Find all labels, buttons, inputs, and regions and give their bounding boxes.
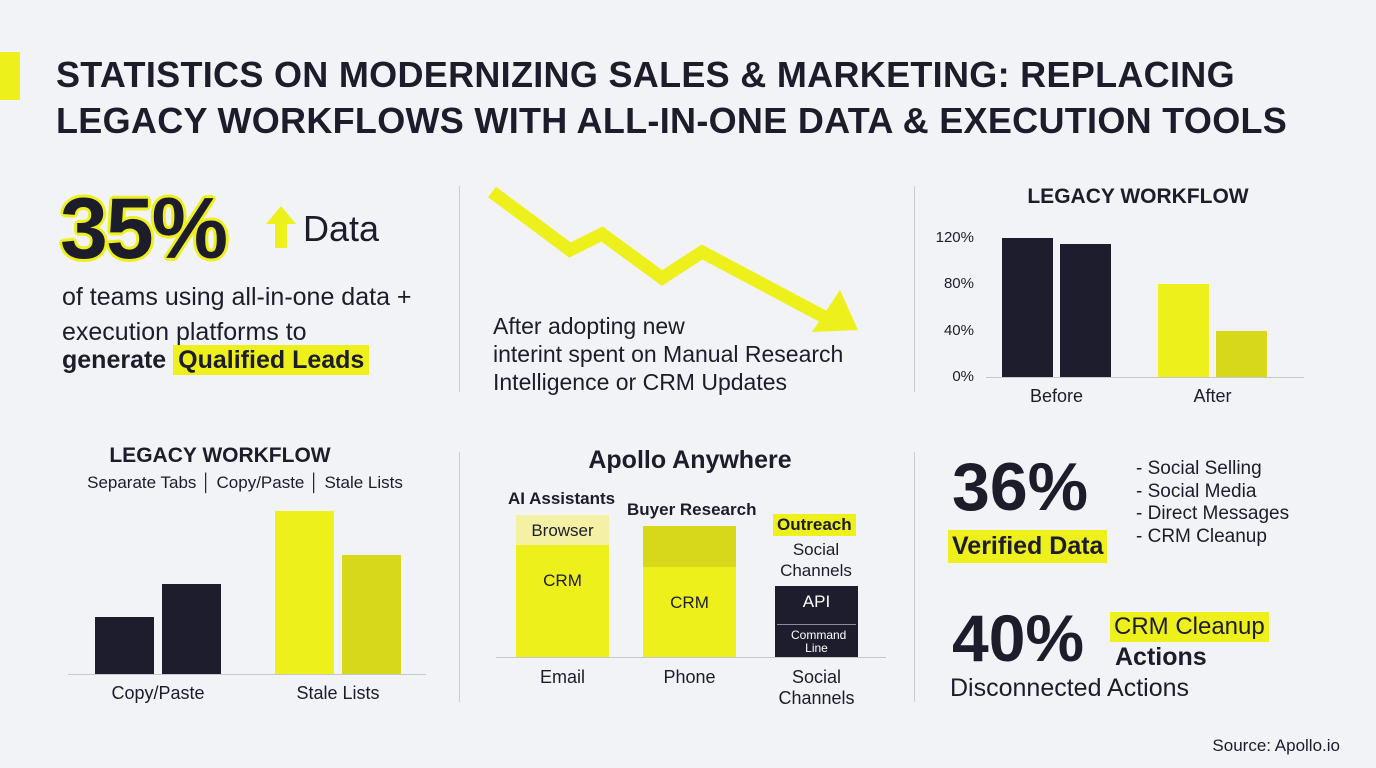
- chart-1-bar: [1158, 284, 1209, 377]
- chart-3-title: Apollo Anywhere: [588, 446, 792, 474]
- divider-top-1: [459, 186, 460, 392]
- chart-3-extra-label-1: Social: [792, 540, 840, 559]
- chart-2-xaxis-line: [68, 674, 426, 675]
- stat-35-description: of teams using all-in-one data + executi…: [62, 283, 412, 346]
- chart-3-stack-segment: Command Line: [775, 624, 858, 657]
- chart-2-bar: [342, 555, 401, 674]
- chart-2-category-label: Stale Lists: [296, 683, 380, 703]
- qualified-leads-highlight: Qualified Leads: [173, 345, 370, 375]
- chart-2-bar: [275, 511, 334, 674]
- chart-3-header-ai: AI Assistants: [508, 489, 616, 508]
- stat-36-value: 36%: [952, 449, 1089, 525]
- stat-35-bold-prefix: generate: [62, 346, 167, 374]
- chart-2-category-label: Copy/Paste: [111, 683, 205, 703]
- chart-3-segment-label: Browser: [531, 521, 594, 540]
- arrow-up-icon: [266, 206, 296, 248]
- chart-3-header-buyer: Buyer Research: [627, 500, 757, 519]
- chart-1-category-label: After: [1193, 386, 1232, 406]
- crm-cleanup-highlight: CRM Cleanup: [1110, 612, 1269, 642]
- stat-36-bullets: - Social Selling - Social Media - Direct…: [1136, 458, 1289, 548]
- chart-legacy-tools: LEGACY WORKFLOW Separate Tabs │ Copy/Pas…: [60, 440, 440, 710]
- source-credit: Source: Apollo.io: [1212, 736, 1340, 755]
- chart-3-header-outreach: Outreach: [773, 514, 856, 536]
- bullet-item: - Social Media: [1136, 480, 1257, 502]
- page-title: STATISTICS ON MODERNIZING SALES & MARKET…: [56, 54, 1288, 141]
- bullet-item: - Social Selling: [1136, 458, 1262, 479]
- trend-down-arrow-icon: [488, 186, 858, 332]
- chart-1-ytick-label: 0%: [952, 368, 974, 385]
- stat-40-value: 40%: [952, 601, 1085, 675]
- divider-top-2: [914, 186, 915, 392]
- chart-3-xaxis-line: [496, 657, 886, 658]
- divider-bottom-2: [914, 452, 915, 702]
- chart-1-ytick-label: 40%: [943, 321, 974, 339]
- stat-35-label: Data: [303, 208, 380, 249]
- chart-3-segment-label: Command Line: [791, 628, 847, 655]
- chart-1-title: LEGACY WORKFLOW: [1027, 185, 1249, 208]
- chart-legacy-before-after: LEGACY WORKFLOW 120% 80% 40% 0% Before After: [936, 180, 1360, 420]
- trend-line-2: interint spent on Manual Research: [493, 341, 844, 367]
- accent-bar: [0, 52, 20, 100]
- stat-40-description: Disconnected Actions: [950, 674, 1190, 702]
- chart-3-extra-label-2: Channels: [780, 561, 852, 580]
- chart-1-bar: [1060, 243, 1111, 377]
- trend-line-1: After adopting new: [493, 313, 685, 339]
- chart-3-stack-segment: API: [775, 586, 858, 624]
- chart-3-segment-label: CRM: [543, 571, 582, 590]
- chart-3-stack-segment: Browser: [516, 515, 609, 545]
- trend-description: After adopting new interint spent on Man…: [493, 312, 893, 396]
- chart-3-stack-segment: CRM: [643, 567, 736, 657]
- chart-2-bar: [162, 584, 221, 674]
- chart-1-ytick-label: 120%: [935, 229, 974, 246]
- chart-3-category-label: Email: [539, 667, 585, 687]
- trend-line-3: Intelligence or CRM Updates: [493, 369, 788, 395]
- verified-data-highlight: Verified Data: [948, 530, 1108, 563]
- chart-1-category-label: Before: [1029, 386, 1084, 406]
- chart-1-xaxis-line: [986, 377, 1304, 378]
- divider-bottom-1: [459, 452, 460, 702]
- chart-1-ytick-label: 80%: [943, 275, 974, 293]
- chart-3-stack-separator: [777, 624, 856, 625]
- chart-1-bar: [1002, 238, 1053, 377]
- stat-35-conclusion: generate Qualified Leads: [62, 345, 370, 375]
- chart-3-category-label: Phone: [663, 667, 716, 687]
- chart-3-stack-segment: [643, 526, 736, 567]
- stat-40-actions: Actions: [1115, 643, 1207, 671]
- chart-3-segment-label: API: [802, 592, 831, 611]
- chart-3-stack-segment: CRM: [516, 545, 609, 657]
- chart-1-bar: [1216, 330, 1267, 377]
- bullet-item: - Direct Messages: [1136, 503, 1290, 524]
- chart-apollo-anywhere: Apollo Anywhere AI Assistants Buyer Rese…: [490, 440, 900, 710]
- chart-2-bar: [95, 616, 154, 674]
- bullet-item: - CRM Cleanup: [1136, 525, 1267, 547]
- stat-35-value: 35%: [60, 181, 228, 277]
- chart-3-category-label: Social Channels: [778, 667, 855, 708]
- chart-3-segment-label: CRM: [670, 593, 709, 612]
- chart-2-title: LEGACY WORKFLOW: [109, 444, 331, 467]
- chart-2-subtitle: Separate Tabs │ Copy/Paste │ Stale Lists: [87, 473, 403, 492]
